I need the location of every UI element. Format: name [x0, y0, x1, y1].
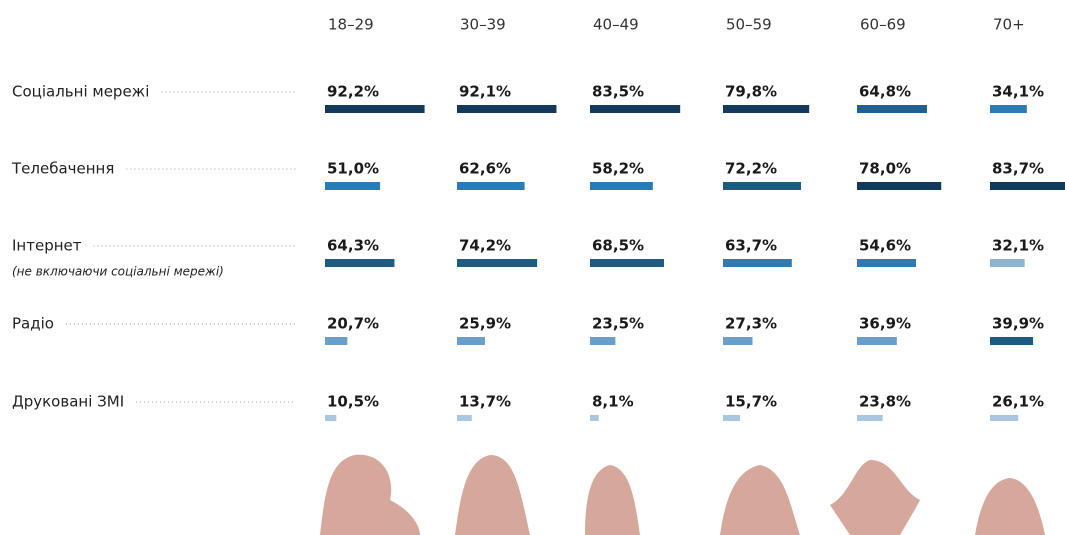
value-label: 36,9% — [859, 315, 911, 333]
bar — [990, 415, 1019, 421]
value-label: 92,1% — [459, 83, 511, 101]
portrait — [320, 454, 420, 535]
bar — [857, 182, 942, 190]
row-label: Друковані ЗМІ — [12, 393, 124, 411]
portrait — [830, 460, 920, 535]
bar — [857, 337, 897, 345]
bar — [457, 259, 538, 267]
value-label: 83,5% — [592, 83, 644, 101]
value-label: 32,1% — [992, 237, 1044, 255]
bar — [857, 259, 916, 267]
bar — [590, 337, 616, 345]
value-label: 51,0% — [327, 160, 379, 178]
bar — [457, 415, 472, 421]
value-label: 54,6% — [859, 237, 911, 255]
column-header: 60–69 — [860, 16, 906, 34]
row-label: Радіо — [12, 315, 54, 333]
portrait — [455, 455, 530, 535]
row-label: Телебачення — [11, 160, 114, 178]
bar — [457, 105, 557, 113]
bar — [857, 415, 883, 421]
value-label: 39,9% — [992, 315, 1044, 333]
bar — [590, 415, 599, 421]
value-label: 26,1% — [992, 393, 1044, 411]
value-label: 34,1% — [992, 83, 1044, 101]
column-header: 70+ — [993, 16, 1025, 34]
bar — [590, 182, 653, 190]
bar — [990, 259, 1025, 267]
row-label: Інтернет — [12, 237, 82, 255]
portraits — [320, 454, 1045, 535]
value-label: 83,7% — [992, 160, 1044, 178]
bar — [723, 105, 810, 113]
bar — [723, 182, 801, 190]
column-header: 40–49 — [593, 16, 639, 34]
value-label: 13,7% — [459, 393, 511, 411]
bar — [990, 337, 1034, 345]
value-label: 62,6% — [459, 160, 511, 178]
column-header: 18–29 — [328, 16, 374, 34]
bar — [457, 337, 485, 345]
bar — [723, 259, 792, 267]
value-label: 23,5% — [592, 315, 644, 333]
bar — [723, 415, 740, 421]
row-note: (не включаючи соціальні мережі) — [12, 265, 224, 279]
bar — [325, 182, 381, 190]
value-label: 74,2% — [459, 237, 511, 255]
value-label: 10,5% — [327, 393, 379, 411]
bar — [590, 259, 664, 267]
bar — [325, 415, 337, 421]
column-header: 50–59 — [726, 16, 772, 34]
bar — [325, 259, 395, 267]
value-label: 23,8% — [859, 393, 911, 411]
portrait — [585, 465, 640, 535]
bar — [325, 337, 348, 345]
value-label: 25,9% — [459, 315, 511, 333]
value-label: 8,1% — [592, 393, 634, 411]
portrait — [975, 478, 1045, 535]
row-label: Соціальні мережі — [12, 83, 149, 101]
value-label: 15,7% — [725, 393, 777, 411]
bar — [325, 105, 425, 113]
value-label: 58,2% — [592, 160, 644, 178]
bar — [723, 337, 753, 345]
bar — [990, 182, 1065, 190]
value-label: 63,7% — [725, 237, 777, 255]
value-label: 78,0% — [859, 160, 911, 178]
bar — [990, 105, 1027, 113]
value-label: 64,8% — [859, 83, 911, 101]
column-header: 30–39 — [460, 16, 506, 34]
value-label: 79,8% — [725, 83, 777, 101]
value-label: 64,3% — [327, 237, 379, 255]
bar — [857, 105, 927, 113]
value-label: 27,3% — [725, 315, 777, 333]
value-label: 68,5% — [592, 237, 644, 255]
value-label: 92,2% — [327, 83, 379, 101]
portrait — [720, 465, 800, 535]
value-label: 20,7% — [327, 315, 379, 333]
bar — [590, 105, 681, 113]
value-label: 72,2% — [725, 160, 777, 178]
bar — [457, 182, 525, 190]
